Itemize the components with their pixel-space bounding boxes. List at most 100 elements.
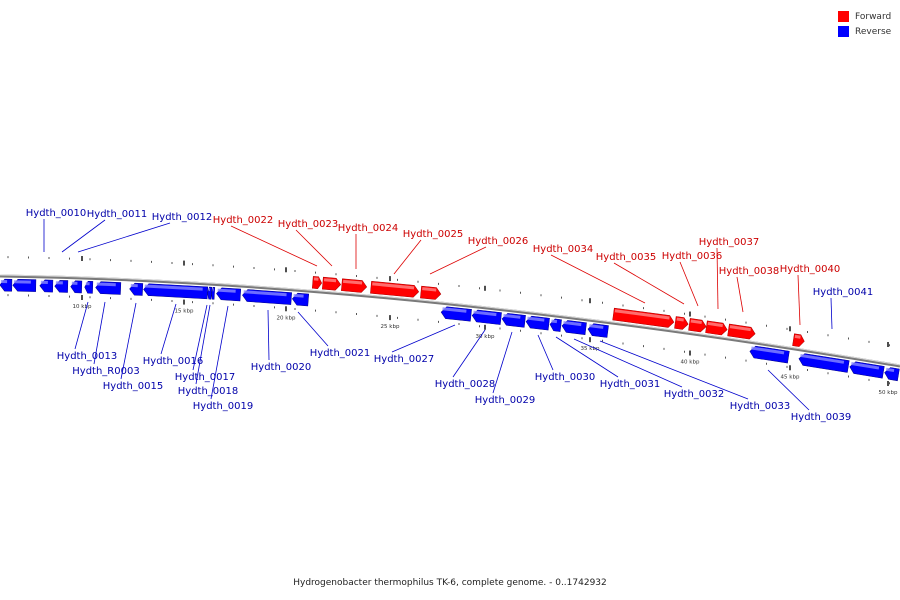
gene-leader-line [555,336,619,378]
gene-label: Hydth_R0003 [72,366,139,377]
gene-shine [293,293,304,298]
gene-label: Hydth_0028 [435,379,496,390]
reverse-swatch [838,26,849,37]
gene-shine [40,280,48,284]
gene-shine [442,307,467,313]
gene-leader-line [192,304,208,371]
gene-label: Hydth_0011 [87,209,148,220]
reverse-gene-arrow [849,361,885,379]
gene-leader-line [393,239,422,275]
legend-forward: Forward [838,9,891,24]
reverse-gene-arrow [749,345,790,364]
gene-shine [130,283,138,288]
tick-label: 25 kbp [381,324,400,330]
gene-leader-line [492,331,513,394]
gene-label: Hydth_0036 [662,251,723,262]
reverse-gene-arrow [70,280,83,294]
gene-shine [551,319,558,324]
legend: Forward Reverse [838,9,891,39]
reverse-gene-arrow [440,306,472,322]
forward-gene-arrow [688,318,707,333]
reverse-gene-arrow [561,320,587,335]
reverse-gene-arrow [12,279,37,292]
gene-label: Hydth_0020 [251,362,312,373]
gene-shine [503,313,521,319]
gene-label: Hydth_0025 [403,229,464,240]
tick-label: 20 kbp [277,315,296,321]
forward-gene-arrow [311,276,323,290]
tick-label: 35 kbp [581,346,600,352]
reverse-gene-arrow [129,282,144,296]
gene-body [211,287,216,300]
gene-label: Hydth_0039 [791,412,852,423]
gene-shine [751,346,785,355]
gene-shine [563,320,582,327]
gene-label: Hydth_0038 [719,266,780,277]
reverse-gene-arrow [95,281,122,295]
gene-label: Hydth_0021 [310,348,371,359]
gene-leader-line [429,246,487,275]
gene-label: Hydth_0030 [535,372,596,383]
gene-leader-line [267,309,270,361]
reverse-gene-arrow [211,287,216,300]
gene-shine [343,279,363,285]
forward-gene-arrow [322,276,342,291]
reverse-gene-arrow [291,292,310,307]
gene-shine [96,282,116,287]
gene-label: Hydth_0027 [374,354,435,365]
gene-body [207,286,213,300]
gene-shine [212,288,214,292]
gene-leader-line [61,219,106,253]
reverse-gene-arrow [798,353,850,373]
gene-label: Hydth_0013 [57,351,118,362]
legend-reverse: Reverse [838,24,891,39]
gene-leader-line [599,340,749,400]
gene-label: Hydth_0033 [730,401,791,412]
gene-shine [55,281,63,285]
reverse-gene-arrow [884,367,900,382]
gene-shine [0,280,8,284]
legend-forward-label: Forward [855,11,892,22]
gene-shine [422,287,437,292]
gene-shine [473,310,497,317]
gene-leader-line [679,261,699,307]
forward-gene-arrow [420,285,442,300]
gene-shine [589,324,604,329]
gene-leader-line [767,369,810,411]
gene-label: Hydth_0010 [26,208,87,219]
gene-leader-line [550,254,646,304]
gene-label: Hydth_0032 [664,389,725,400]
gene-shine [885,367,895,373]
gene-shine [794,334,801,339]
gene-label: Hydth_0041 [813,287,874,298]
gene-shine [323,278,337,283]
gene-leader-line [830,297,833,330]
gene-leader-line [391,324,456,353]
gene-layer [0,276,900,382]
gene-label: Hydth_0018 [178,386,239,397]
gene-shine [208,288,211,292]
gene-leader-line [160,303,177,355]
reverse-gene-arrow [549,318,562,332]
gene-leader-line [736,276,744,313]
tick-label: 40 kbp [681,360,700,366]
reverse-gene-arrow [84,280,94,294]
gene-leader-line [195,304,211,385]
gene-label: Hydth_0024 [338,223,399,234]
forward-gene-arrow [341,278,368,293]
reverse-gene-arrow [207,286,213,300]
gene-label: Hydth_0016 [143,356,204,367]
tick-label: 10 kbp [73,304,92,310]
gene-shine [527,316,545,322]
gene-label: Hydth_0035 [596,252,657,263]
forward-gene-arrow [674,316,689,330]
gene-leader-line [77,222,171,253]
gene-shine [676,317,684,322]
reverse-gene-arrow [216,287,242,302]
gene-label: Hydth_0015 [103,381,164,392]
gene-shine [85,282,90,286]
gene-leader-line [74,301,89,350]
gene-leader-line [93,301,106,365]
